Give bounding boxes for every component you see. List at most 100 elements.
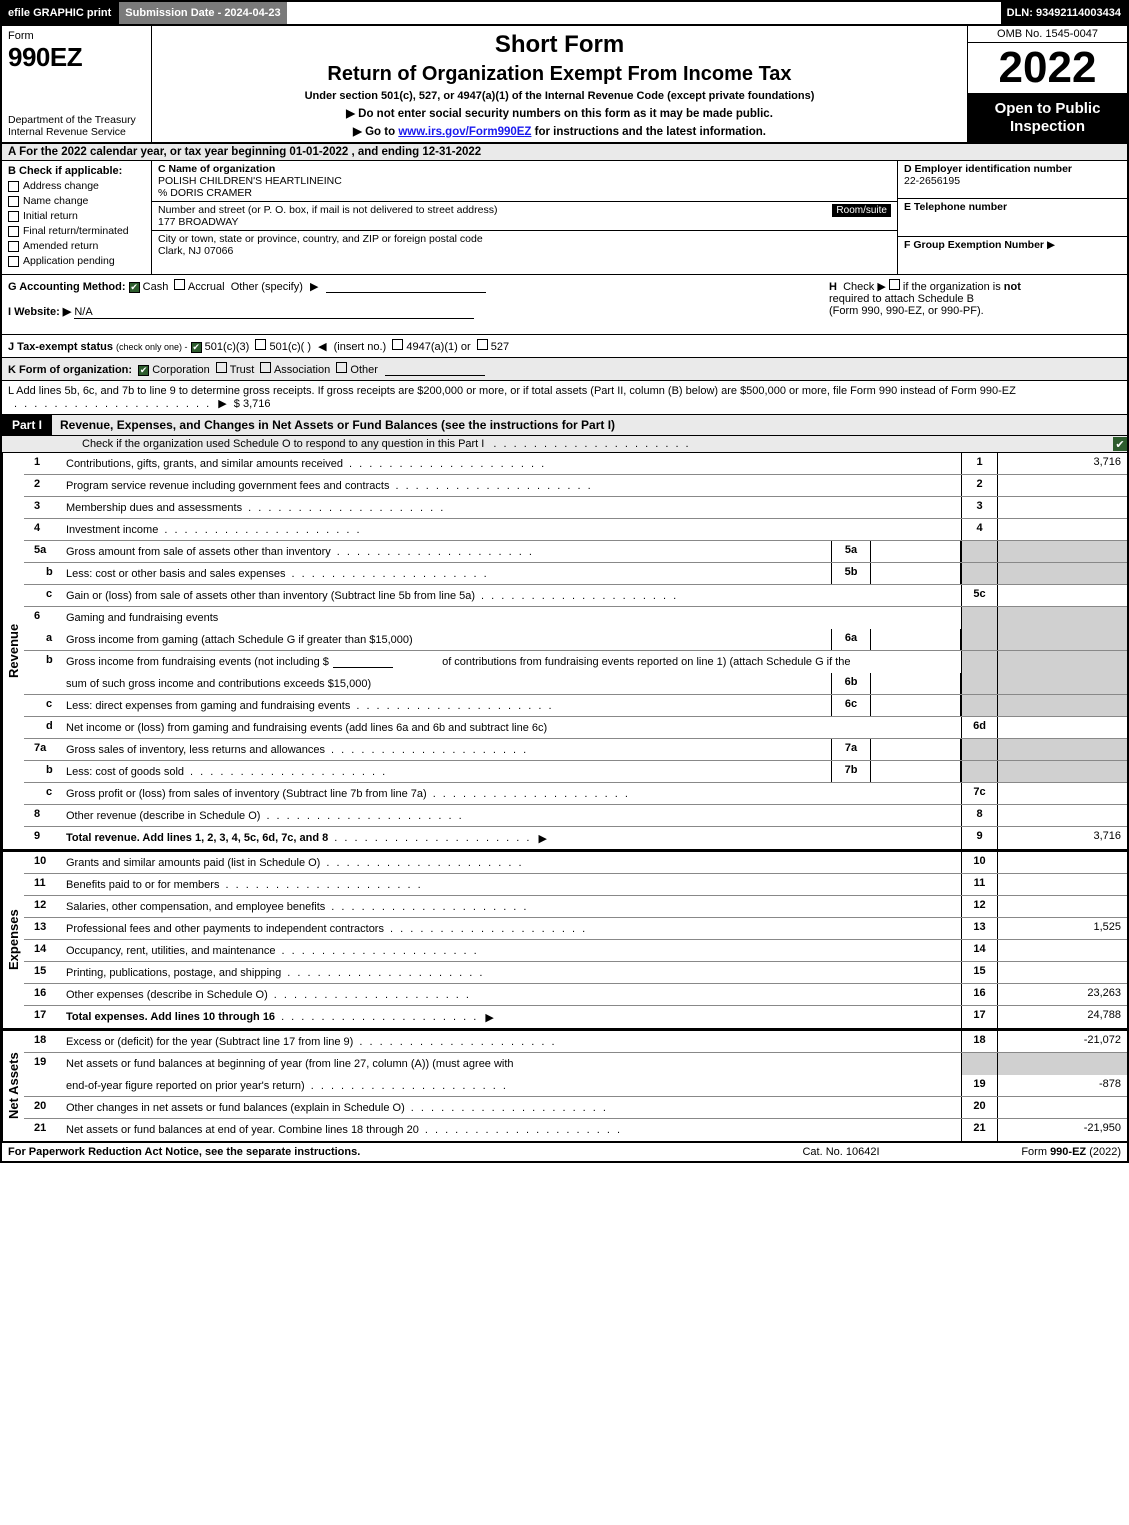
- line-6d: d Net income or (loss) from gaming and f…: [24, 717, 1127, 739]
- out-val: [997, 783, 1127, 804]
- subtitle: Under section 501(c), 527, or 4947(a)(1)…: [160, 90, 959, 102]
- l-amount: $ 3,716: [234, 398, 271, 410]
- inner-val: [871, 673, 961, 694]
- section-f: F Group Exemption Number ▶: [898, 237, 1127, 274]
- row-a-tax-year: A For the 2022 calendar year, or tax yea…: [0, 144, 1129, 161]
- out-val-shade: [997, 673, 1127, 694]
- line-9: 9 Total revenue. Add lines 1, 2, 3, 4, 5…: [24, 827, 1127, 849]
- opt-501c: 501(c)( ): [269, 341, 311, 353]
- out-val: [997, 1097, 1127, 1118]
- chk-h[interactable]: [889, 279, 900, 290]
- row-gh: G Accounting Method: ✔ Cash Accrual Othe…: [0, 275, 1129, 335]
- efile-graphic-print[interactable]: efile GRAPHIC print: [2, 2, 117, 24]
- irs-link[interactable]: www.irs.gov/Form990EZ: [398, 126, 531, 138]
- section-e: E Telephone number: [898, 199, 1127, 237]
- inner-num: 7a: [831, 739, 871, 760]
- l17-desc: Total expenses. Add lines 10 through 16: [66, 1011, 275, 1023]
- chk-trust[interactable]: [216, 362, 227, 373]
- c-street-cell: Number and street (or P. O. box, if mail…: [152, 202, 897, 231]
- street-label: Number and street (or P. O. box, if mail…: [158, 204, 497, 216]
- out-val-shade: [997, 563, 1127, 584]
- chk-4947[interactable]: [392, 339, 403, 350]
- top-bar: efile GRAPHIC print Submission Date - 20…: [0, 0, 1129, 26]
- out-num-shade: [961, 739, 997, 760]
- website-value: N/A: [74, 306, 474, 319]
- opt-4947: 4947(a)(1) or: [406, 341, 470, 353]
- ln-desc: Other revenue (describe in Schedule O): [62, 805, 961, 826]
- ln-num: c: [24, 695, 62, 716]
- chk-schedule-o[interactable]: ✔: [1113, 437, 1127, 451]
- out-val: -21,072: [997, 1031, 1127, 1052]
- line-18: 18 Excess or (deficit) for the year (Sub…: [24, 1031, 1127, 1053]
- opt-corporation: Corporation: [152, 364, 209, 376]
- ln-num: [24, 673, 62, 694]
- c-label: C Name of organization: [158, 163, 275, 175]
- line-7b: b Less: cost of goods sold 7b: [24, 761, 1127, 783]
- chk-501c3[interactable]: ✔: [191, 342, 202, 353]
- line-2: 2 Program service revenue including gove…: [24, 475, 1127, 497]
- ln-num: b: [24, 651, 62, 673]
- out-val: 23,263: [997, 984, 1127, 1005]
- chk-initial-return[interactable]: Initial return: [8, 210, 145, 222]
- out-num: 21: [961, 1119, 997, 1141]
- revenue-lines: 1 Contributions, gifts, grants, and simi…: [24, 453, 1127, 849]
- room-suite-label: Room/suite: [832, 204, 891, 217]
- chk-address-change[interactable]: Address change: [8, 180, 145, 192]
- chk-cash[interactable]: ✔: [129, 282, 140, 293]
- out-val: 24,788: [997, 1006, 1127, 1028]
- header-left: Form 990EZ Department of the Treasury In…: [2, 26, 152, 142]
- footer-form-pre: Form: [1021, 1146, 1050, 1158]
- ln-num: 12: [24, 896, 62, 917]
- opt-501c3: 501(c)(3): [205, 341, 250, 353]
- chk-final-return[interactable]: Final return/terminated: [8, 225, 145, 237]
- ln-num: b: [24, 761, 62, 782]
- ln-desc: Net income or (loss) from gaming and fun…: [62, 717, 961, 738]
- l6b-blank[interactable]: [333, 656, 393, 668]
- chk-accrual[interactable]: [174, 279, 185, 290]
- c-city-cell: City or town, state or province, country…: [152, 231, 897, 259]
- line-15: 15 Printing, publications, postage, and …: [24, 962, 1127, 984]
- arrow-icon: [214, 398, 230, 410]
- out-num: 2: [961, 475, 997, 496]
- out-val: -21,950: [997, 1119, 1127, 1141]
- out-num: 9: [961, 827, 997, 849]
- city-label: City or town, state or province, country…: [158, 233, 483, 245]
- ln-num: b: [24, 563, 62, 584]
- other-org-blank[interactable]: [385, 364, 485, 376]
- chk-corporation[interactable]: ✔: [138, 365, 149, 376]
- netassets-lines: 18 Excess or (deficit) for the year (Sub…: [24, 1031, 1127, 1141]
- org-name: POLISH CHILDREN'S HEARTLINEINC: [158, 175, 342, 187]
- chk-amended-return[interactable]: Amended return: [8, 240, 145, 252]
- ln-num: 2: [24, 475, 62, 496]
- line-19-1: 19 Net assets or fund balances at beginn…: [24, 1053, 1127, 1075]
- header-right: OMB No. 1545-0047 2022 Open to Public In…: [967, 26, 1127, 142]
- j-note: (check only one) -: [116, 342, 188, 352]
- out-num-shade: [961, 1053, 997, 1075]
- ln-desc: Benefits paid to or for members: [62, 874, 961, 895]
- inner-val: [871, 629, 961, 650]
- ln-desc: Other expenses (describe in Schedule O): [62, 984, 961, 1005]
- open-public-inspection: Open to Public Inspection: [968, 94, 1127, 142]
- chk-527[interactable]: [477, 339, 488, 350]
- out-num-shade: [961, 629, 997, 650]
- ln-desc: sum of such gross income and contributio…: [62, 673, 831, 694]
- ln-desc: Less: cost or other basis and sales expe…: [62, 563, 831, 584]
- tax-year: 2022: [968, 43, 1127, 94]
- chk-application-pending[interactable]: Application pending: [8, 255, 145, 267]
- footer-cat-no: Cat. No. 10642I: [741, 1146, 941, 1158]
- out-num: 6d: [961, 717, 997, 738]
- chk-other[interactable]: [336, 362, 347, 373]
- ln-desc: Membership dues and assessments: [62, 497, 961, 518]
- ln-num: 4: [24, 519, 62, 540]
- chk-name-change[interactable]: Name change: [8, 195, 145, 207]
- out-val: [997, 585, 1127, 606]
- chk-501c[interactable]: [255, 339, 266, 350]
- chk-association[interactable]: [260, 362, 271, 373]
- row-j: J Tax-exempt status (check only one) - ✔…: [0, 335, 1129, 358]
- other-specify-blank[interactable]: [326, 281, 486, 293]
- ln-num: 8: [24, 805, 62, 826]
- out-val-shade: [997, 651, 1127, 673]
- b-label: B Check if applicable:: [8, 165, 145, 177]
- h-check: Check ▶: [843, 281, 886, 293]
- out-val: [997, 497, 1127, 518]
